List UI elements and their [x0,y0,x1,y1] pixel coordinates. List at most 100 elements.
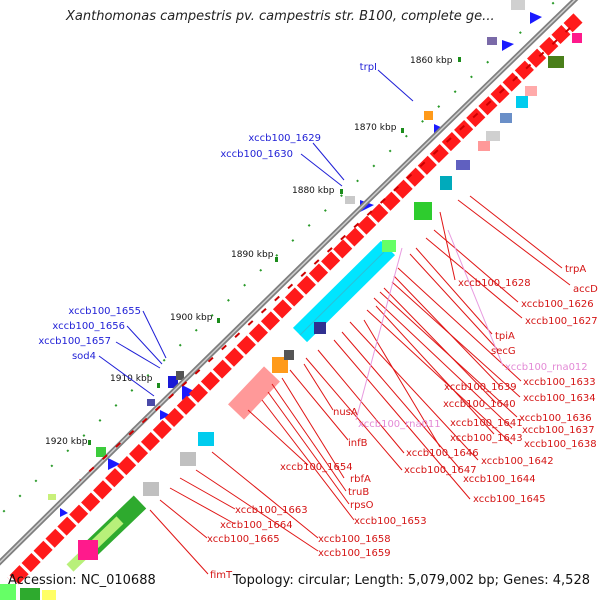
gene-label[interactable]: secG [491,346,516,357]
gene-label[interactable]: fimT [210,570,233,581]
gene-label[interactable]: trpA [565,264,586,275]
feature-block [48,494,56,500]
gene-label[interactable]: infB [348,438,368,449]
gene-label[interactable]: xccb100_1640 [443,399,516,410]
gene-label-trpI[interactable]: trpI [360,62,377,73]
feature-block [180,452,196,466]
gene-label[interactable]: xccb100_1627 [525,316,598,327]
gene-label[interactable]: nusA [333,407,358,418]
genome-backbone-highlight [0,0,576,564]
feature-block [96,447,106,457]
feature-block [414,202,432,220]
gene-label[interactable]: xccb100_1663 [235,505,308,516]
tick-label-1870: 1870 kbp [354,123,397,133]
tick-label-1920: 1920 kbp [45,437,88,447]
tick-label-1880: 1880 kbp [292,186,335,196]
feature-block [314,322,326,334]
inner-features [0,33,582,600]
feature-block [345,196,355,204]
forward-strand-features [48,0,542,517]
pink-band [228,366,280,420]
feature-block [272,357,288,373]
feature-block [382,240,396,252]
feature-block [572,33,582,43]
gene-label[interactable]: xccb100_1626 [521,299,594,310]
gene-label-xccb100_1630[interactable]: xccb100_1630 [220,149,293,160]
gene-label[interactable]: xccb100_1644 [463,474,536,485]
gene-label[interactable]: xccb100_1664 [220,520,293,531]
gene-label[interactable]: xccb100_1641 [450,418,523,429]
feature-block [20,588,40,600]
gene-label[interactable]: xccb100_1658 [318,534,391,545]
gene-label[interactable]: xccb100_1654 [280,462,353,473]
accession-text: Accession: NC_010688 [8,573,156,588]
cyan-rna-band-edge [299,247,389,336]
gene-label-xccb100_1629[interactable]: xccb100_1629 [248,133,321,144]
gene-label[interactable]: xccb100_1636 [519,413,592,424]
gene-label-xccb100_1655[interactable]: xccb100_1655 [68,306,141,317]
feature-arrow [160,410,170,420]
feature-block [198,432,214,446]
cds-band-shade [79,27,571,481]
feature-block [424,111,433,120]
feature-block [456,160,470,170]
feature-block [487,37,497,45]
gene-label[interactable]: xccb100_1639 [444,382,517,393]
gene-label[interactable]: xccb100_1645 [473,494,546,505]
feature-block [486,131,500,141]
feature-block [0,584,16,600]
gene-label[interactable]: xccb100_1647 [404,465,477,476]
gene-label[interactable]: rpsO [350,500,374,511]
gene-label[interactable]: truB [348,487,369,498]
tick-label-1890: 1890 kbp [231,250,274,260]
feature-block [516,96,528,108]
feature-block [176,371,184,380]
tick-label-1860: 1860 kbp [410,56,453,66]
feature-block [478,141,490,151]
feature-block [78,540,98,560]
feature-block [500,113,512,123]
feature-arrow [530,12,542,24]
outer-dotted-ring [0,0,559,517]
gene-label-xccb100_1657[interactable]: xccb100_1657 [38,336,111,347]
feature-block [143,482,159,496]
gene-label[interactable]: xccb100_1628 [458,278,531,289]
gene-label[interactable]: xccb100_1646 [406,448,479,459]
gene-label[interactable]: xccb100_1643 [450,433,523,444]
gene-label[interactable]: xccb100_1659 [318,548,391,559]
feature-block [548,56,564,68]
feature-block [525,86,537,96]
gene-label[interactable]: accD [573,284,598,295]
tick-label-1900: 1900 kbp [170,313,213,323]
feature-block [284,350,294,360]
gene-label[interactable]: xccb100_1642 [481,456,554,467]
gene-label[interactable]: xccb100_rna011 [358,419,441,430]
gene-label[interactable]: tpiA [495,331,515,342]
genome-summary-text: Topology: circular; Length: 5,079,002 bp… [232,573,590,588]
gene-label[interactable]: xccb100_1637 [522,425,595,436]
gene-label[interactable]: xccb100_1633 [523,377,596,388]
gene-label[interactable]: rbfA [350,474,371,485]
feature-block [440,176,452,190]
left-leader-lines [98,69,414,397]
feature-block [168,376,178,388]
feature-block [147,399,155,406]
feature-arrow [60,508,68,517]
gene-label[interactable]: xccb100_1665 [207,534,280,545]
feature-block [511,0,525,10]
genome-title: Xanthomonas campestris pv. campestris st… [66,9,495,24]
feature-block [42,590,56,600]
right-leader-lines [149,195,571,575]
gene-label-xccb100_1656[interactable]: xccb100_1656 [52,321,125,332]
gene-label[interactable]: xccb100_1653 [354,516,427,527]
feature-arrow [502,40,514,51]
right-labels: trpA accD xccb100_1628 xccb100_1626 xccb… [207,264,598,581]
gene-label[interactable]: xccb100_1638 [524,439,597,450]
gene-label[interactable]: xccb100_1634 [523,393,596,404]
feature-arrow [182,385,196,400]
gene-label-sod4[interactable]: sod4 [72,351,96,362]
tick-marks [88,57,461,445]
gene-label[interactable]: xccb100_rna012 [505,362,588,373]
